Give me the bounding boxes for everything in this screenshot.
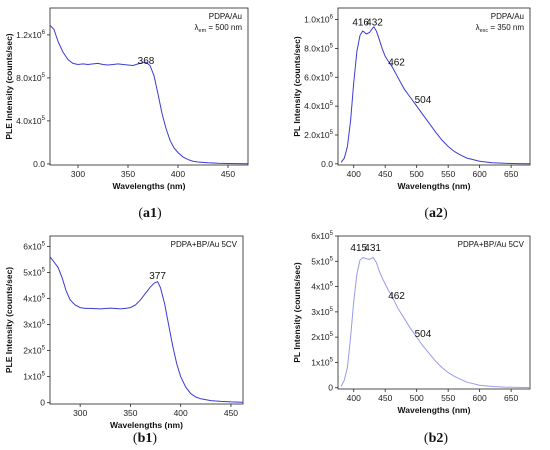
y-tick-label: 2x105 — [311, 332, 333, 342]
chart-panel-b2: 400 450 500 550 600 650 0 1x105 2x105 3x105 4x105 5… — [292, 231, 531, 446]
y-tick-label: 4.0x105 — [304, 101, 334, 111]
y-axis-label: PL Intensity (counts/sec) — [292, 36, 302, 137]
y-tick-label: 1.0x106 — [304, 15, 334, 25]
x-tick-label: 450 — [221, 169, 235, 179]
x-tick-label: 500 — [410, 393, 424, 403]
y-tick-label: 1x105 — [311, 357, 333, 367]
x-tick-label: 400 — [347, 393, 361, 403]
x-tick-label: 300 — [71, 169, 85, 179]
chart-panel-a2: 400 450 500 550 600 650 0.0 2.0x105 4.0x105 6.0x1… — [292, 7, 531, 221]
legend-sample: PDPA/Au — [491, 12, 524, 21]
plot-frame — [49, 7, 249, 166]
x-tick-label: 300 — [73, 408, 87, 418]
peak-label: 368 — [138, 56, 155, 67]
chart-panel-b1: 300 350 400 450 0 1x105 2x105 3x105 4x105 5x105 6x… — [4, 235, 244, 446]
peak-label: 415 — [350, 243, 367, 254]
y-tick-label: 3x105 — [23, 320, 45, 330]
peak-label: 504 — [415, 329, 432, 340]
y-tick-label: 8.0x105 — [16, 73, 46, 83]
plot-frame — [49, 235, 244, 405]
y-tick-label: 6x105 — [311, 231, 333, 241]
legend-sample: PDPA+BP/Au 5CV — [458, 240, 525, 249]
y-axis-label: PLE Intensity (counts/sec) — [4, 267, 14, 373]
x-axis-label: Wavelengths (nm) — [398, 405, 471, 415]
plot-frame — [337, 235, 531, 390]
x-tick-label: 400 — [347, 169, 361, 179]
y-tick-label: 1.2x106 — [16, 30, 46, 40]
x-tick-label: 550 — [441, 393, 455, 403]
y-tick-label: 0.0 — [33, 159, 45, 169]
spectrum-line — [49, 256, 244, 403]
x-tick-label: 350 — [121, 169, 135, 179]
peak-label: 416 — [352, 17, 369, 28]
x-tick-label: 400 — [171, 169, 185, 179]
y-tick-label: 2.0x105 — [304, 130, 334, 140]
panel-caption: (a1) — [138, 206, 162, 221]
x-tick-label: 500 — [410, 169, 424, 179]
x-tick-label: 600 — [473, 393, 487, 403]
x-tick-label: 450 — [224, 408, 238, 418]
legend-sample: PDPA/Au — [209, 12, 242, 21]
y-tick-label: 5x105 — [311, 256, 333, 266]
y-tick-label: 0 — [40, 398, 45, 408]
x-tick-label: 450 — [378, 169, 392, 179]
x-tick-label: 600 — [473, 169, 487, 179]
y-tick-label: 3x105 — [311, 307, 333, 317]
legend-wavelength: λem = 500 nm — [195, 23, 243, 34]
y-tick-label: 6.0x105 — [304, 72, 334, 82]
peak-label: 462 — [388, 291, 405, 302]
panel-caption: (b1) — [133, 431, 157, 446]
x-tick-label: 350 — [123, 408, 137, 418]
spectrum-line — [49, 24, 249, 165]
y-axis-label: PLE Intensity (counts/sec) — [4, 33, 14, 139]
y-tick-label: 6x105 — [23, 241, 45, 251]
x-tick-label: 650 — [504, 169, 518, 179]
legend-sample: PDPA+BP/Au 5CV — [171, 240, 238, 249]
y-tick-label: 4.0x105 — [16, 116, 46, 126]
x-tick-label: 450 — [378, 393, 392, 403]
x-tick-label: 550 — [441, 169, 455, 179]
peak-label: 504 — [415, 95, 432, 106]
x-axis-label: Wavelengths (nm) — [110, 420, 183, 430]
legend-wavelength: λexc = 350 nm — [476, 23, 525, 34]
y-tick-label: 8.0x105 — [304, 43, 334, 53]
panel-caption: (b2) — [424, 431, 448, 446]
y-tick-label: 2x105 — [23, 346, 45, 356]
y-tick-label: 0 — [328, 383, 333, 393]
y-tick-label: 0.0 — [321, 159, 333, 169]
peak-label: 377 — [149, 271, 166, 282]
y-tick-label: 1x105 — [23, 372, 45, 382]
peak-label: 462 — [388, 58, 405, 69]
chart-panel-a1: 300 350 400 450 0.0 4.0x105 8.0x105 1.2x106 Wave… — [4, 7, 249, 221]
spectrum-line — [340, 256, 531, 388]
panel-caption: (a2) — [424, 206, 448, 221]
peak-label: 432 — [366, 17, 383, 28]
y-tick-label: 5x105 — [23, 267, 45, 277]
y-axis-label: PL Intensity (counts/sec) — [292, 262, 302, 363]
x-axis-label: Wavelengths (nm) — [398, 181, 471, 191]
peak-label: 431 — [364, 243, 381, 254]
x-axis-label: Wavelengths (nm) — [113, 181, 186, 191]
y-tick-label: 4x105 — [311, 282, 333, 292]
spectrum-line — [340, 25, 531, 165]
x-tick-label: 400 — [174, 408, 188, 418]
x-tick-label: 650 — [504, 393, 518, 403]
y-tick-label: 4x105 — [23, 294, 45, 304]
plot-frame — [337, 7, 531, 166]
